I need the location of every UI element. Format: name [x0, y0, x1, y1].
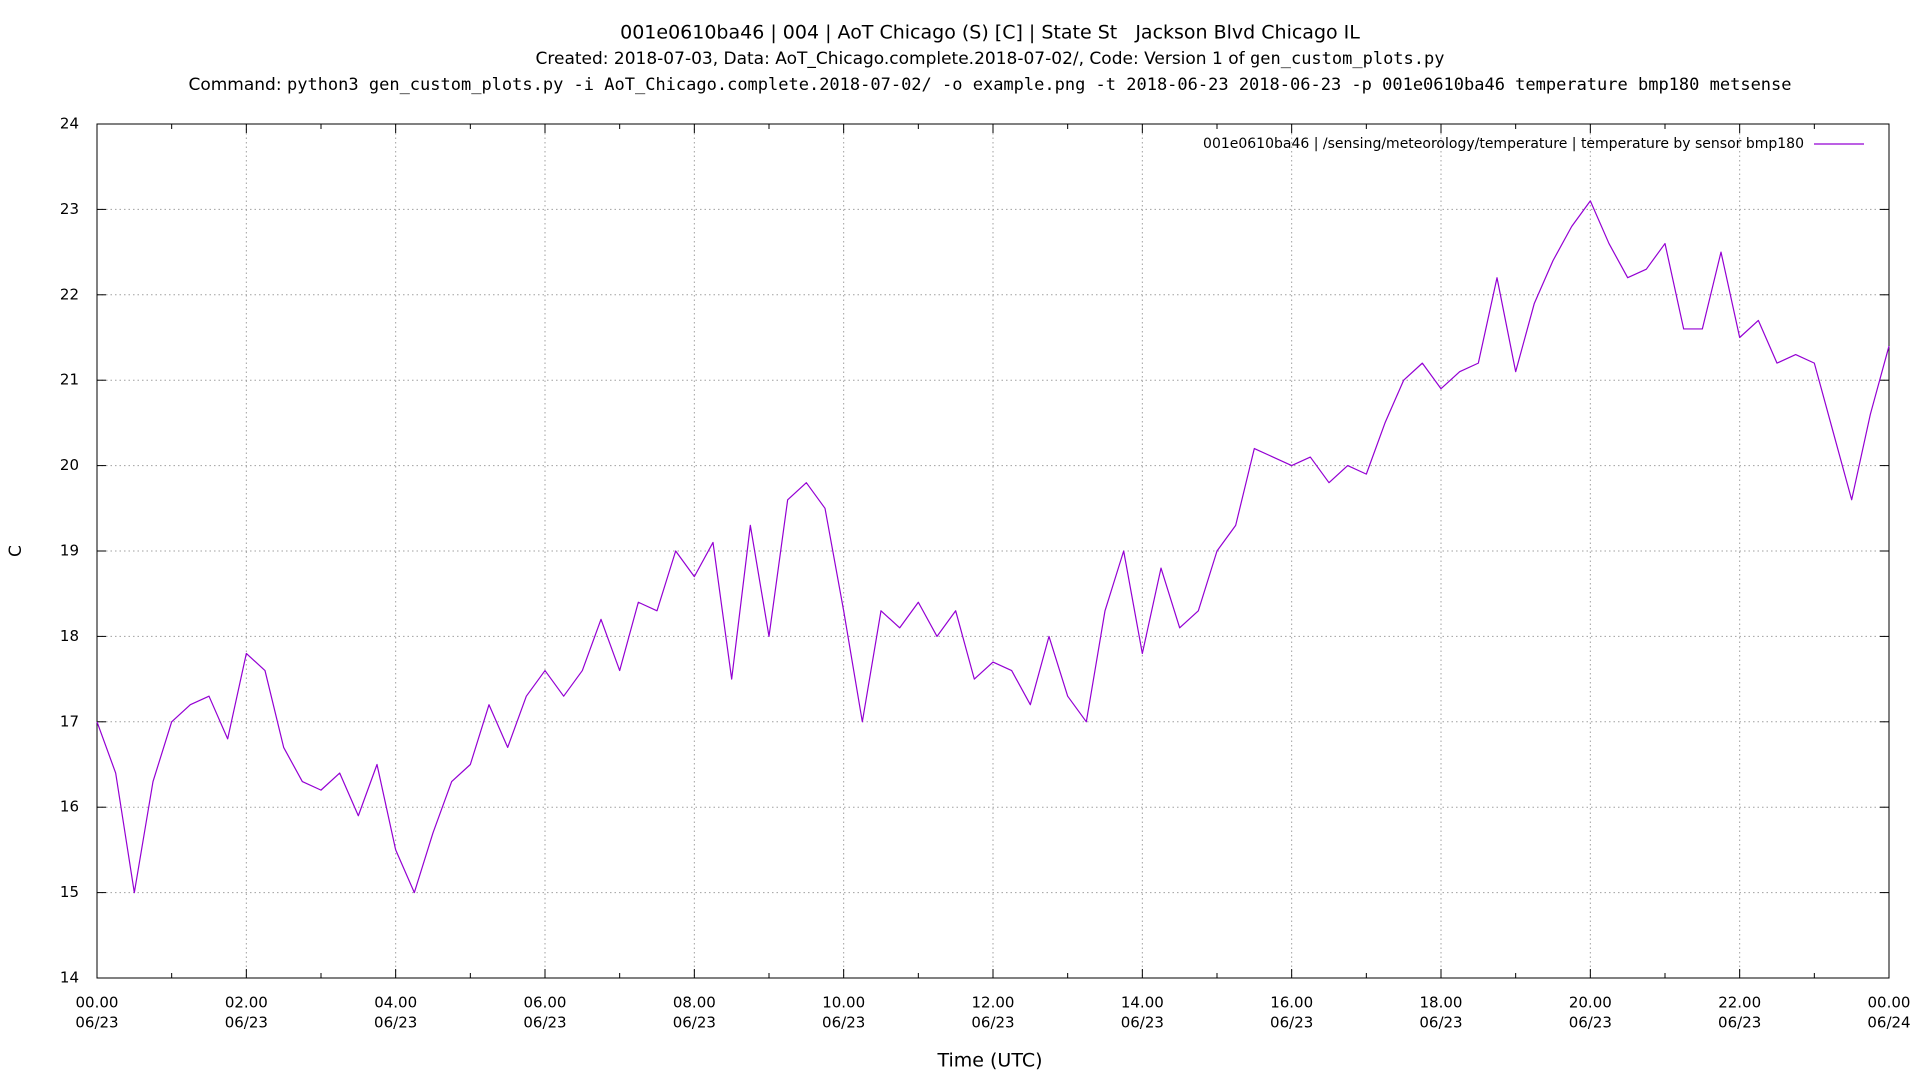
- x-tick-label: 04.00: [374, 994, 417, 1012]
- y-tick-label: 15: [60, 883, 79, 901]
- x-tick-date: 06/23: [374, 1014, 417, 1032]
- y-tick-label: 22: [60, 285, 79, 303]
- x-axis-label: Time (UTC): [936, 1050, 1042, 1072]
- x-tick-label: 18.00: [1420, 994, 1463, 1012]
- x-tick-date: 06/23: [523, 1014, 566, 1032]
- x-tick-date: 06/23: [1270, 1014, 1313, 1032]
- x-tick-date: 06/23: [1569, 1014, 1612, 1032]
- x-tick-date: 06/23: [225, 1014, 268, 1032]
- y-tick-label: 17: [60, 712, 79, 730]
- subtitle-code: gen_custom_plots.py: [1250, 49, 1444, 69]
- x-tick-label: 20.00: [1569, 994, 1612, 1012]
- subtitle-text: Created: 2018-07-03, Data: AoT_Chicago.c…: [536, 49, 1246, 69]
- y-tick-label: 24: [60, 115, 79, 133]
- x-tick-date: 06/23: [1718, 1014, 1761, 1032]
- y-tick-label: 14: [60, 969, 79, 987]
- x-tick-label: 00.00: [76, 994, 119, 1012]
- x-tick-date: 06/23: [1419, 1014, 1462, 1032]
- x-tick-label: 08.00: [673, 994, 716, 1012]
- y-tick-label: 23: [60, 200, 79, 218]
- x-tick-date: 06/23: [822, 1014, 865, 1032]
- x-tick-label: 14.00: [1121, 994, 1164, 1012]
- y-tick-label: 18: [60, 627, 79, 645]
- y-tick-label: 21: [60, 371, 79, 389]
- x-tick-date: 06/23: [1121, 1014, 1164, 1032]
- y-tick-label: 20: [60, 456, 79, 474]
- x-tick-label: 22.00: [1718, 994, 1761, 1012]
- plot-border: [96, 123, 1890, 979]
- x-tick-label: 06.00: [524, 994, 567, 1012]
- chart-title: 001e0610ba46 | 004 | AoT Chicago (S) [C]…: [620, 22, 1360, 44]
- legend-label: 001e0610ba46 | /sensing/meteorology/temp…: [1203, 136, 1804, 152]
- data-line: [96, 200, 1890, 894]
- x-tick-date: 06/24: [1867, 1014, 1910, 1032]
- command-line: Command: python3 gen_custom_plots.py -i …: [188, 75, 1791, 95]
- command-label: Command:: [188, 75, 281, 95]
- x-tick-date: 06/23: [75, 1014, 118, 1032]
- x-tick-label: 10.00: [822, 994, 865, 1012]
- chart-subtitle: Created: 2018-07-03, Data: AoT_Chicago.c…: [536, 49, 1445, 69]
- x-tick-date: 06/23: [673, 1014, 716, 1032]
- command-text: python3 gen_custom_plots.py -i AoT_Chica…: [287, 75, 1792, 95]
- x-tick-label: 12.00: [972, 994, 1015, 1012]
- y-axis-label: C: [6, 545, 26, 557]
- y-tick-label: 19: [60, 542, 79, 560]
- x-tick-label: 16.00: [1270, 994, 1313, 1012]
- y-tick-label: 16: [60, 798, 79, 816]
- x-tick-label: 00.00: [1868, 994, 1911, 1012]
- x-tick-label: 02.00: [225, 994, 268, 1012]
- x-tick-date: 06/23: [971, 1014, 1014, 1032]
